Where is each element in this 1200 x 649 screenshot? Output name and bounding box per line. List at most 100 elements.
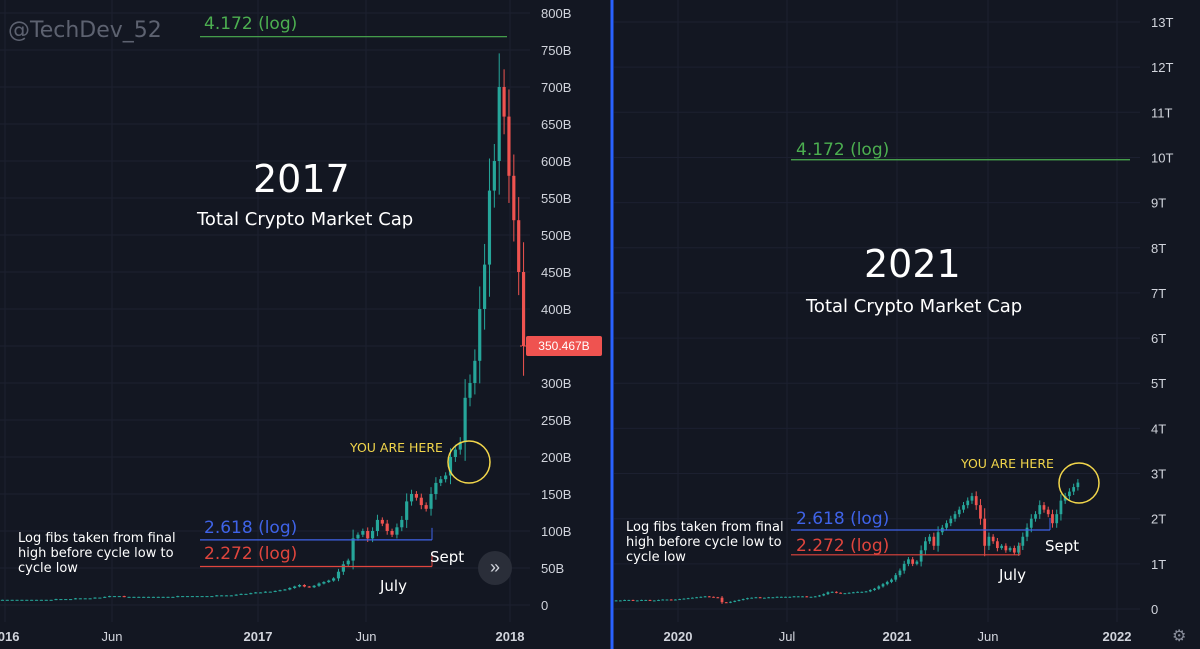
- right-y-tick-label: 0: [1151, 602, 1158, 617]
- right-candle-body: [724, 602, 728, 604]
- left-candle-body: [54, 599, 58, 601]
- right-candle-body: [758, 597, 762, 599]
- left-candle-body: [332, 578, 336, 581]
- right-candle-body: [623, 599, 626, 601]
- left-y-tick-label: 800B: [541, 6, 571, 21]
- left-candle-body: [307, 586, 311, 588]
- right-candle-body: [868, 590, 872, 592]
- left-candle-body: [34, 599, 39, 601]
- right-candle-body: [1046, 509, 1050, 515]
- left-x-tick-label: 2017: [244, 629, 273, 644]
- right-y-tick-label: 3T: [1151, 467, 1166, 482]
- left-y-tick-label: 0: [541, 598, 548, 613]
- watermark: @TechDev_52: [8, 18, 162, 43]
- right-candle-body: [1021, 536, 1025, 546]
- left-x-tick-label: 2018: [496, 629, 525, 644]
- right-candle-body: [835, 591, 838, 593]
- right-candle-body: [1072, 487, 1076, 492]
- left-candle-body: [185, 596, 190, 598]
- settings-gear-icon[interactable]: ⚙: [1172, 628, 1187, 645]
- right-y-tick-label: 6T: [1151, 331, 1166, 346]
- left-y-tick-label: 50B: [541, 561, 564, 576]
- right-candle-body: [618, 600, 622, 602]
- right-candle-body: [949, 518, 953, 524]
- left-candle-body: [69, 599, 73, 601]
- right-candle-body: [983, 518, 987, 546]
- left-you-are-here-label: YOU ARE HERE: [350, 440, 443, 455]
- left-y-tick-label: 300B: [541, 376, 571, 391]
- right-candle-body: [627, 599, 631, 601]
- left-candle-body: [371, 531, 375, 539]
- right-candle-body: [945, 523, 948, 528]
- left-candle-body: [258, 592, 263, 594]
- right-candle-body: [864, 591, 868, 593]
- right-candle-body: [928, 536, 931, 542]
- left-y-tick-label: 700B: [541, 80, 571, 95]
- right-candle-body: [678, 599, 682, 601]
- left-candle-body: [239, 593, 243, 595]
- right-candle-body: [860, 591, 864, 593]
- right-y-tick-label: 10T: [1151, 150, 1173, 165]
- left-candle-body: [424, 505, 428, 509]
- left-candle-body: [78, 598, 82, 600]
- right-candle-body: [979, 505, 982, 519]
- right-candle-body: [635, 600, 639, 602]
- right-candle-body: [818, 595, 821, 597]
- left-candle-body: [478, 309, 482, 361]
- right-candle-body: [674, 599, 677, 601]
- right-candle-body: [974, 496, 978, 506]
- right-candle-body: [847, 592, 851, 594]
- right-candle-body: [652, 600, 656, 602]
- right-fib-high-label: 4.172 (log): [796, 140, 890, 160]
- left-fib-mid-label: 2.618 (log): [204, 518, 298, 538]
- right-candle-body: [894, 575, 898, 580]
- right-candle-body: [1068, 491, 1071, 497]
- right-candle-body: [690, 597, 694, 599]
- right-candle-body: [898, 570, 902, 576]
- left-candle-body: [146, 596, 151, 598]
- right-candle-body: [953, 514, 957, 519]
- left-candle-body: [487, 190, 492, 265]
- left-candle-body: [492, 161, 496, 191]
- right-candle-body: [737, 599, 741, 601]
- right-y-tick-label: 13T: [1151, 15, 1173, 30]
- right-candle-body: [1051, 514, 1054, 524]
- left-candle-body: [444, 475, 448, 480]
- right-y-tick-label: 4T: [1151, 421, 1166, 436]
- right-candle-body: [923, 541, 927, 551]
- right-candle-body: [767, 597, 771, 599]
- right-candle-body: [801, 596, 804, 598]
- left-candle-body: [0, 599, 5, 601]
- left-candle-body: [439, 479, 443, 483]
- left-candle-body: [405, 501, 409, 520]
- left-y-tick-label: 500B: [541, 228, 571, 243]
- right-fib-low-label: 2.272 (log): [796, 536, 890, 556]
- scroll-right-button[interactable]: »: [478, 551, 512, 585]
- left-candle-body: [375, 519, 380, 531]
- right-candle-body: [1008, 548, 1012, 551]
- left-candle-body: [205, 596, 209, 598]
- right-candle-body: [1025, 527, 1029, 537]
- left-candle-body: [93, 597, 97, 599]
- left-candle-body: [468, 383, 472, 398]
- left-candle-body: [473, 360, 477, 383]
- right-candle-body: [775, 596, 779, 598]
- left-candle-body: [458, 442, 462, 450]
- right-candle-body: [665, 599, 669, 601]
- left-y-tick-label: 550B: [541, 191, 571, 206]
- right-candle-body: [957, 509, 961, 515]
- right-x-tick-label: Jun: [978, 629, 999, 644]
- right-candle-body: [763, 597, 766, 599]
- left-y-tick-label: 450B: [541, 265, 571, 280]
- right-y-tick-label: 9T: [1151, 196, 1166, 211]
- right-candle-body: [813, 596, 817, 598]
- left-candle-body: [409, 494, 414, 502]
- left-candle-body: [278, 590, 282, 592]
- left-candle-body: [5, 599, 9, 601]
- left-candle-body: [268, 591, 272, 593]
- left-candle-body: [44, 599, 48, 601]
- left-y-tick-label: 250B: [541, 413, 571, 428]
- left-candle-body: [497, 87, 501, 161]
- left-candle-body: [190, 596, 194, 598]
